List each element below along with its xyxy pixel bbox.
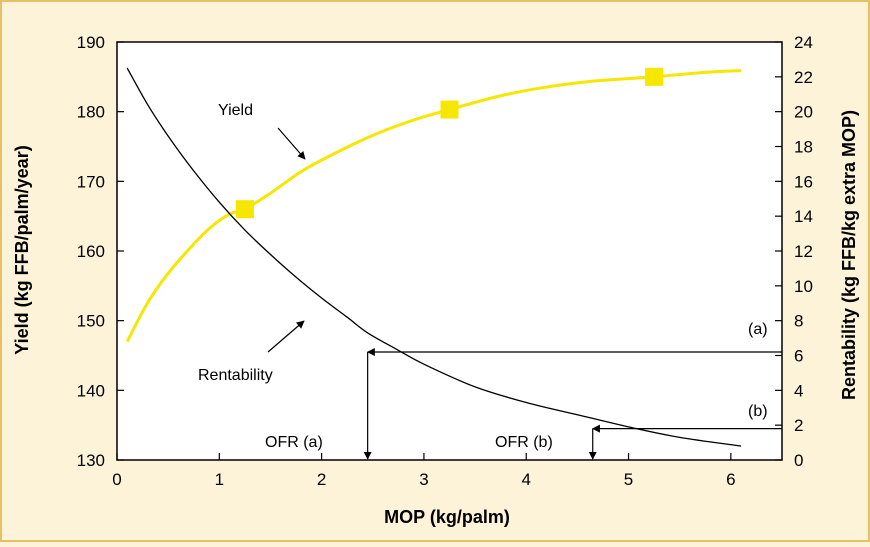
y-tick-label: 190: [77, 33, 105, 52]
level-b-label: (b): [748, 403, 768, 420]
x-tick-label: 0: [112, 470, 121, 489]
x-tick-label: 4: [521, 470, 530, 489]
y2-tick-label: 14: [794, 207, 813, 226]
series-yield-line: [125, 69, 742, 343]
y2-tick-label: 6: [794, 347, 803, 366]
y2-tick-label: 8: [794, 312, 803, 331]
y-tick-label: 150: [77, 312, 105, 331]
ofr-b-label: OFR (b): [495, 434, 553, 451]
y2-tick-label: 10: [794, 277, 813, 296]
y2-tick-label: 12: [794, 242, 813, 261]
y-axis-title: Yield (kg FFB/palm/year): [12, 145, 32, 354]
yield-markers: [235, 67, 664, 219]
y-tick-label: 140: [77, 381, 105, 400]
y2-tick-label: 16: [794, 172, 813, 191]
y2-tick-label: 20: [794, 103, 813, 122]
y-axis-ticks: 130 140 150 160 170 180 190: [77, 33, 124, 470]
yield-label: Yield: [218, 102, 253, 119]
y-tick-label: 170: [77, 172, 105, 191]
y2-tick-label: 22: [794, 68, 813, 87]
annotation-arrows: [267, 127, 782, 460]
y2-tick-label: 24: [794, 33, 813, 52]
y-tick-label: 180: [77, 103, 105, 122]
yield-marker: [645, 67, 664, 86]
x-tick-label: 6: [726, 470, 735, 489]
rentability-label: Rentability: [198, 367, 273, 384]
x-axis-title: MOP (kg/palm): [384, 507, 510, 527]
x-tick-label: 3: [419, 470, 428, 489]
x-tick-label: 5: [624, 470, 633, 489]
arrow-rentability-pointer: [267, 320, 305, 353]
y-tick-label: 130: [77, 451, 105, 470]
x-tick-label: 1: [215, 470, 224, 489]
x-tick-label: 2: [317, 470, 326, 489]
arrow-yield-pointer: [277, 127, 306, 160]
y2-tick-label: 4: [794, 381, 803, 400]
y2-tick-label: 2: [794, 416, 803, 435]
x-axis-ticks: 0 1 2 3 4 5 6: [112, 453, 736, 489]
yield-marker: [440, 100, 459, 119]
series-rentability-line: [126, 67, 742, 447]
plot-border: [116, 41, 783, 461]
ofr-a-label: OFR (a): [265, 434, 323, 451]
y2-tick-label: 18: [794, 138, 813, 157]
yield-marker: [235, 200, 254, 219]
y2-axis-title: Rentability (kg FFB/kg extra MOP): [839, 110, 859, 400]
y2-tick-label: 0: [794, 451, 803, 470]
y-tick-label: 160: [77, 242, 105, 261]
level-a-label: (a): [748, 321, 768, 338]
